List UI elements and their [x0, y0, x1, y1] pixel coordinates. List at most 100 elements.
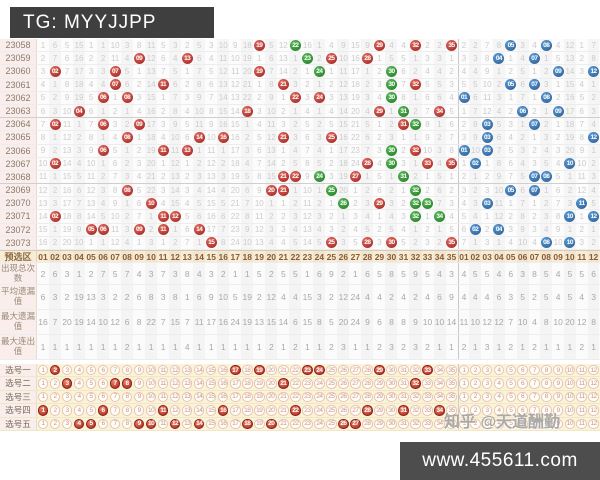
pick-number-ball[interactable]: 14 — [193, 378, 205, 389]
pick-number-ball[interactable]: 12 — [169, 418, 181, 429]
pick-number-ball[interactable]: 14 — [193, 405, 205, 416]
pick-number-ball[interactable]: 10 — [145, 391, 157, 403]
pick-number-ball[interactable]: 32 — [410, 405, 421, 416]
pick-number-ball[interactable]: 1 — [37, 418, 49, 429]
pick-number-ball[interactable]: 1 — [37, 378, 49, 389]
pick-number-ball[interactable]: 5 — [85, 364, 97, 376]
pick-number-ball[interactable]: 34 — [434, 364, 445, 376]
pick-number-ball[interactable]: 22 — [290, 418, 301, 429]
pick-number-ball[interactable]: 23 — [302, 418, 313, 429]
pick-number-ball[interactable]: 26 — [338, 405, 349, 416]
pick-number-ball[interactable]: 10 — [145, 378, 157, 389]
pick-number-ball[interactable]: 4 — [493, 391, 505, 403]
pick-number-ball[interactable]: 13 — [181, 364, 193, 376]
pick-number-ball[interactable]: 11 — [157, 378, 169, 389]
pick-number-ball[interactable]: 8 — [121, 405, 133, 416]
pick-number-ball[interactable]: 9 — [133, 405, 145, 416]
pick-number-ball[interactable]: 6 — [517, 391, 528, 403]
pick-number-ball[interactable]: 30 — [386, 364, 397, 376]
pick-number-ball[interactable]: 18 — [242, 418, 253, 429]
pick-number-ball[interactable]: 32 — [410, 418, 421, 429]
pick-number-ball[interactable]: 20 — [266, 378, 277, 389]
pick-number-ball[interactable]: 11 — [576, 391, 587, 403]
pick-number-ball[interactable]: 19 — [254, 405, 265, 416]
pick-number-ball[interactable]: 27 — [350, 405, 361, 416]
pick-number-ball[interactable]: 4 — [73, 418, 85, 429]
pick-number-ball[interactable]: 11 — [157, 418, 169, 429]
pick-number-ball[interactable]: 9 — [552, 405, 564, 416]
pick-number-ball[interactable]: 21 — [278, 378, 289, 389]
pick-number-ball[interactable]: 15 — [205, 364, 217, 376]
pick-number-ball[interactable]: 18 — [242, 405, 253, 416]
pick-number-ball[interactable]: 6 — [517, 418, 528, 429]
pick-number-ball[interactable]: 16 — [217, 391, 229, 403]
pick-number-ball[interactable]: 34 — [434, 405, 445, 416]
pick-number-ball[interactable]: 21 — [278, 418, 289, 429]
pick-number-ball[interactable]: 10 — [564, 364, 576, 376]
pick-number-ball[interactable]: 28 — [362, 418, 373, 429]
pick-number-ball[interactable]: 8 — [121, 378, 133, 389]
pick-number-ball[interactable]: 7 — [109, 364, 121, 376]
pick-number-ball[interactable]: 23 — [302, 378, 313, 389]
pick-number-ball[interactable]: 2 — [470, 405, 481, 416]
pick-number-ball[interactable]: 26 — [338, 391, 349, 403]
pick-number-ball[interactable]: 27 — [350, 378, 361, 389]
pick-number-ball[interactable]: 4 — [73, 405, 85, 416]
pick-number-ball[interactable]: 28 — [362, 364, 373, 376]
pick-number-ball[interactable]: 19 — [254, 364, 265, 376]
pick-number-ball[interactable]: 6 — [97, 418, 109, 429]
pick-number-ball[interactable]: 18 — [242, 391, 253, 403]
pick-number-ball[interactable]: 24 — [314, 378, 325, 389]
pick-number-ball[interactable]: 3 — [481, 378, 493, 389]
pick-number-ball[interactable]: 1 — [458, 391, 470, 403]
pick-number-ball[interactable]: 26 — [338, 418, 349, 429]
pick-number-ball[interactable]: 4 — [73, 378, 85, 389]
pick-number-ball[interactable]: 2 — [470, 418, 481, 429]
pick-number-ball[interactable]: 10 — [145, 364, 157, 376]
pick-number-ball[interactable]: 22 — [290, 391, 301, 403]
pick-number-ball[interactable]: 10 — [564, 378, 576, 389]
pick-number-ball[interactable]: 11 — [576, 364, 587, 376]
pick-number-ball[interactable]: 6 — [517, 378, 528, 389]
pick-number-ball[interactable]: 14 — [193, 391, 205, 403]
pick-number-ball[interactable]: 31 — [398, 364, 409, 376]
pick-number-ball[interactable]: 16 — [217, 405, 229, 416]
pick-number-ball[interactable]: 25 — [326, 418, 337, 429]
pick-number-ball[interactable]: 1 — [37, 405, 49, 416]
pick-number-ball[interactable]: 21 — [278, 405, 289, 416]
pick-number-ball[interactable]: 11 — [157, 405, 169, 416]
pick-number-ball[interactable]: 1 — [458, 378, 470, 389]
pick-number-ball[interactable]: 35 — [446, 405, 457, 416]
pick-number-ball[interactable]: 29 — [374, 378, 385, 389]
pick-number-ball[interactable]: 13 — [181, 418, 193, 429]
pick-number-ball[interactable]: 33 — [422, 378, 433, 389]
pick-number-ball[interactable]: 31 — [398, 405, 409, 416]
pick-number-ball[interactable]: 12 — [169, 405, 181, 416]
pick-number-ball[interactable]: 3 — [61, 391, 73, 403]
pick-number-ball[interactable]: 23 — [302, 391, 313, 403]
pick-number-ball[interactable]: 17 — [230, 405, 241, 416]
pick-number-ball[interactable]: 7 — [529, 378, 540, 389]
pick-number-ball[interactable]: 10 — [564, 418, 576, 429]
pick-number-ball[interactable]: 34 — [434, 378, 445, 389]
pick-number-ball[interactable]: 7 — [109, 405, 121, 416]
pick-number-ball[interactable]: 32 — [410, 378, 421, 389]
pick-number-ball[interactable]: 30 — [386, 378, 397, 389]
pick-number-ball[interactable]: 20 — [266, 405, 277, 416]
pick-number-ball[interactable]: 6 — [517, 405, 528, 416]
pick-number-ball[interactable]: 25 — [326, 364, 337, 376]
pick-number-ball[interactable]: 2 — [49, 418, 61, 429]
pick-number-ball[interactable]: 20 — [266, 418, 277, 429]
pick-number-ball[interactable]: 33 — [422, 391, 433, 403]
pick-number-ball[interactable]: 30 — [386, 405, 397, 416]
pick-number-ball[interactable]: 29 — [374, 391, 385, 403]
pick-number-ball[interactable]: 7 — [109, 391, 121, 403]
pick-number-ball[interactable]: 8 — [121, 391, 133, 403]
pick-number-ball[interactable]: 5 — [85, 418, 97, 429]
pick-number-ball[interactable]: 8 — [541, 378, 552, 389]
pick-number-ball[interactable]: 5 — [85, 391, 97, 403]
pick-number-ball[interactable]: 15 — [205, 391, 217, 403]
pick-number-ball[interactable]: 17 — [230, 378, 241, 389]
pick-number-ball[interactable]: 19 — [254, 391, 265, 403]
pick-number-ball[interactable]: 13 — [181, 391, 193, 403]
